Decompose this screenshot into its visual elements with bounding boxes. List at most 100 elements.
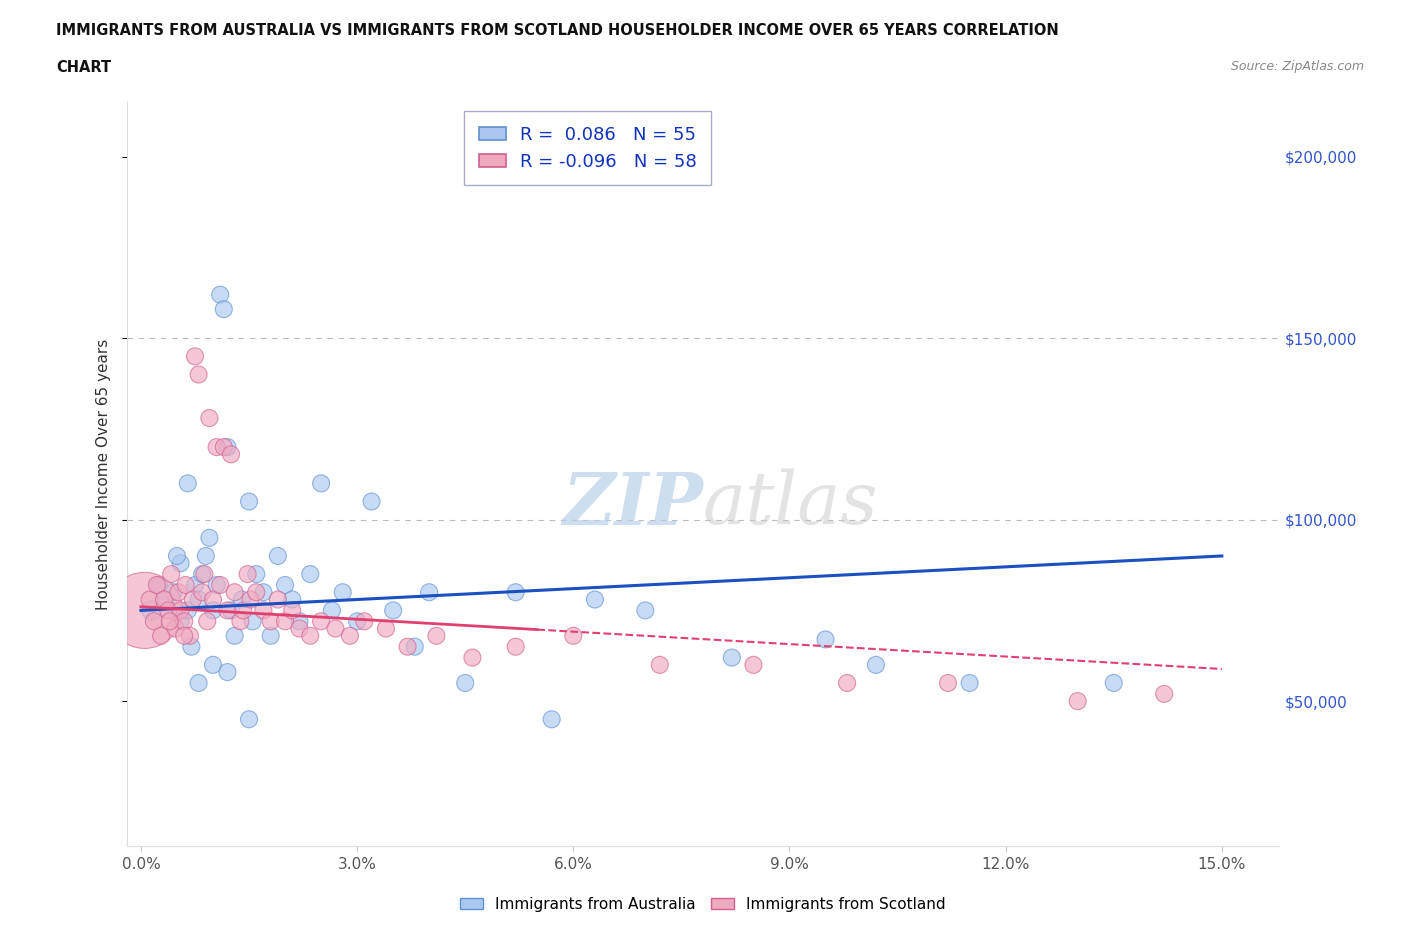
Point (339, 629, 361, 644)
Point (193, 566, 215, 581)
Point (167, 585, 190, 600)
Point (184, 349, 207, 364)
Point (238, 711, 260, 726)
Text: Source: ZipAtlas.com: Source: ZipAtlas.com (1230, 60, 1364, 73)
Point (195, 614, 218, 629)
Point (281, 592, 304, 607)
Point (231, 592, 253, 607)
Point (742, 658, 765, 672)
Point (217, 440, 239, 455)
Point (865, 658, 887, 672)
Point (267, 592, 290, 607)
Point (814, 632, 837, 647)
Point (191, 585, 214, 600)
Point (184, 578, 207, 592)
Point (201, 592, 224, 607)
Point (288, 621, 311, 636)
Point (219, 447, 242, 462)
Point (209, 287, 232, 302)
Point (134, 603, 156, 618)
Point (252, 603, 274, 618)
Point (174, 578, 197, 592)
Point (309, 476, 332, 491)
Point (238, 494, 260, 509)
Point (157, 603, 180, 618)
Point (288, 614, 311, 629)
Point (177, 476, 200, 491)
Legend: R =  0.086   N = 55, R = -0.096   N = 58: R = 0.086 N = 55, R = -0.096 N = 58 (464, 112, 711, 185)
Point (198, 411, 221, 426)
Point (252, 585, 274, 600)
Point (259, 629, 281, 644)
Y-axis label: Householder Income Over 65 years: Householder Income Over 65 years (96, 339, 111, 610)
Point (205, 578, 228, 592)
Point (198, 530, 221, 545)
Point (239, 592, 262, 607)
Point (1102, 675, 1125, 690)
Point (232, 603, 254, 618)
Point (634, 603, 657, 618)
Point (187, 592, 209, 607)
Point (181, 592, 204, 607)
Point (217, 603, 239, 618)
Point (242, 614, 264, 629)
Point (648, 658, 671, 672)
Point (396, 639, 419, 654)
Point (454, 675, 477, 690)
Point (309, 614, 332, 629)
Point (346, 614, 368, 629)
Point (194, 549, 217, 564)
Point (259, 614, 281, 629)
Point (212, 440, 235, 455)
Point (1153, 686, 1175, 701)
Point (321, 603, 343, 618)
Point (959, 675, 981, 690)
Point (332, 585, 354, 600)
Point (404, 639, 426, 654)
Point (191, 566, 214, 581)
Point (179, 629, 201, 644)
Point (299, 629, 322, 644)
Point (142, 614, 165, 629)
Point (224, 629, 246, 644)
Point (148, 578, 170, 592)
Point (418, 585, 440, 600)
Point (177, 603, 200, 618)
Point (299, 566, 322, 581)
Point (155, 592, 177, 607)
Point (169, 614, 191, 629)
Point (325, 621, 347, 636)
Point (360, 494, 382, 509)
Point (425, 629, 447, 644)
Point (245, 566, 267, 581)
Point (173, 614, 195, 629)
Text: CHART: CHART (56, 60, 111, 75)
Point (201, 603, 224, 618)
Point (236, 566, 259, 581)
Point (153, 592, 176, 607)
Point (274, 578, 297, 592)
Point (169, 603, 191, 618)
Point (166, 549, 188, 564)
Point (540, 711, 562, 726)
Point (1066, 694, 1088, 709)
Point (146, 578, 169, 592)
Point (245, 585, 267, 600)
Point (141, 603, 163, 618)
Point (562, 629, 585, 644)
Point (274, 614, 297, 629)
Point (229, 614, 252, 629)
Text: ZIP: ZIP (562, 469, 703, 539)
Point (160, 566, 183, 581)
Point (505, 585, 527, 600)
Text: IMMIGRANTS FROM AUSTRALIA VS IMMIGRANTS FROM SCOTLAND HOUSEHOLDER INCOME OVER 65: IMMIGRANTS FROM AUSTRALIA VS IMMIGRANTS … (56, 23, 1059, 38)
Point (461, 650, 484, 665)
Point (205, 440, 228, 455)
Point (583, 592, 606, 607)
Point (505, 639, 527, 654)
Point (835, 675, 858, 690)
Point (150, 629, 173, 644)
Point (165, 621, 187, 636)
Point (217, 665, 239, 680)
Point (187, 675, 209, 690)
